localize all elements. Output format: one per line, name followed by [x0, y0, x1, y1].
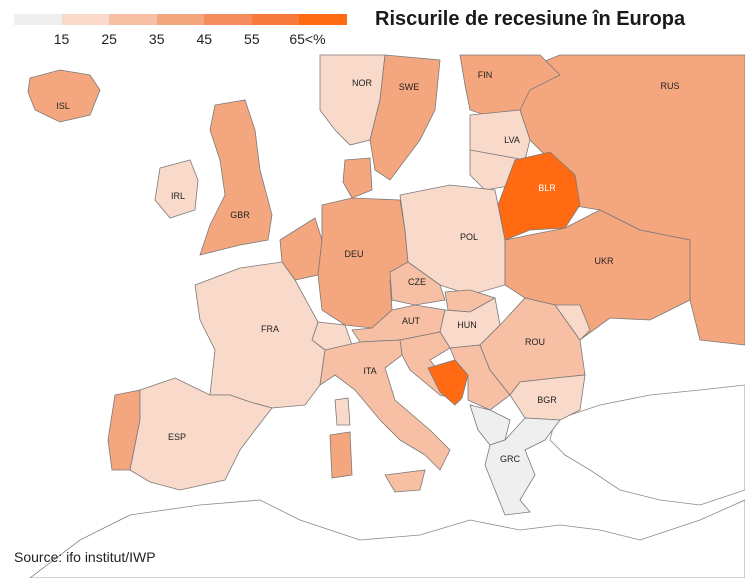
legend-color-bar — [14, 14, 348, 25]
country-labels: ISL NOR SWE FIN RUS LVA IRL GBR BLR DEU POL CZE UKR F… — [56, 70, 679, 464]
label-fra: FRA — [261, 324, 279, 334]
island-SICILY — [384, 469, 426, 493]
legend-tick-label: 55 — [244, 31, 260, 47]
label-rou: ROU — [525, 337, 545, 347]
country-FRA — [194, 261, 326, 409]
legend: 15 25 35 45 55 65<% — [14, 14, 348, 51]
label-lva: LVA — [504, 135, 520, 145]
source-note: Source: ifo institut/IWP — [14, 549, 156, 565]
legend-swatch — [299, 14, 348, 25]
country-MDA — [554, 304, 591, 341]
country-IRL — [154, 159, 199, 219]
label-aut: AUT — [402, 316, 421, 326]
legend-swatch — [204, 14, 252, 25]
map-title: Riscurile de recesiune în Europa — [375, 8, 686, 30]
legend-tick-labels: 15 25 35 45 55 65<% — [14, 31, 347, 51]
legend-swatch — [251, 14, 300, 25]
country-ITA — [319, 339, 451, 471]
label-bgr: BGR — [537, 395, 557, 405]
label-grc: GRC — [500, 454, 521, 464]
label-blr: BLR — [538, 183, 556, 193]
country-SWE — [369, 54, 441, 181]
legend-tick-label: 65<% — [289, 31, 326, 47]
legend-tick-label: 15 — [53, 31, 70, 47]
island-SARDINIA — [329, 431, 353, 479]
legend-tick-label: 35 — [148, 31, 165, 47]
label-deu: DEU — [344, 249, 363, 259]
country-ISL — [27, 69, 101, 123]
north-africa-land — [29, 499, 745, 578]
country-GBR — [199, 99, 273, 256]
label-rus: RUS — [660, 81, 679, 91]
turkey-land — [549, 384, 745, 506]
legend-swatch — [14, 14, 62, 25]
legend-swatch — [61, 14, 110, 25]
country-DNK — [342, 157, 373, 199]
label-fin: FIN — [478, 70, 493, 80]
label-ita: ITA — [363, 366, 376, 376]
country-ESP — [129, 377, 273, 491]
legend-tick-label: 25 — [101, 31, 117, 47]
label-hun: HUN — [457, 320, 477, 330]
legend-swatch — [156, 14, 205, 25]
label-ukr: UKR — [594, 256, 614, 266]
label-irl: IRL — [171, 191, 185, 201]
label-nor: NOR — [352, 78, 373, 88]
legend-swatch — [109, 14, 157, 25]
label-cze: CZE — [408, 277, 426, 287]
label-esp: ESP — [168, 432, 186, 442]
label-pol: POL — [460, 232, 478, 242]
country-ALB — [469, 404, 511, 446]
country-CZE — [389, 261, 446, 306]
label-gbr: GBR — [230, 210, 250, 220]
country-GRC — [484, 417, 561, 516]
country-POL — [399, 184, 506, 296]
label-swe: SWE — [399, 82, 420, 92]
legend-tick-label: 45 — [196, 31, 213, 47]
island-CORSICA — [334, 397, 351, 426]
label-isl: ISL — [56, 101, 70, 111]
country-DEU — [317, 197, 409, 329]
